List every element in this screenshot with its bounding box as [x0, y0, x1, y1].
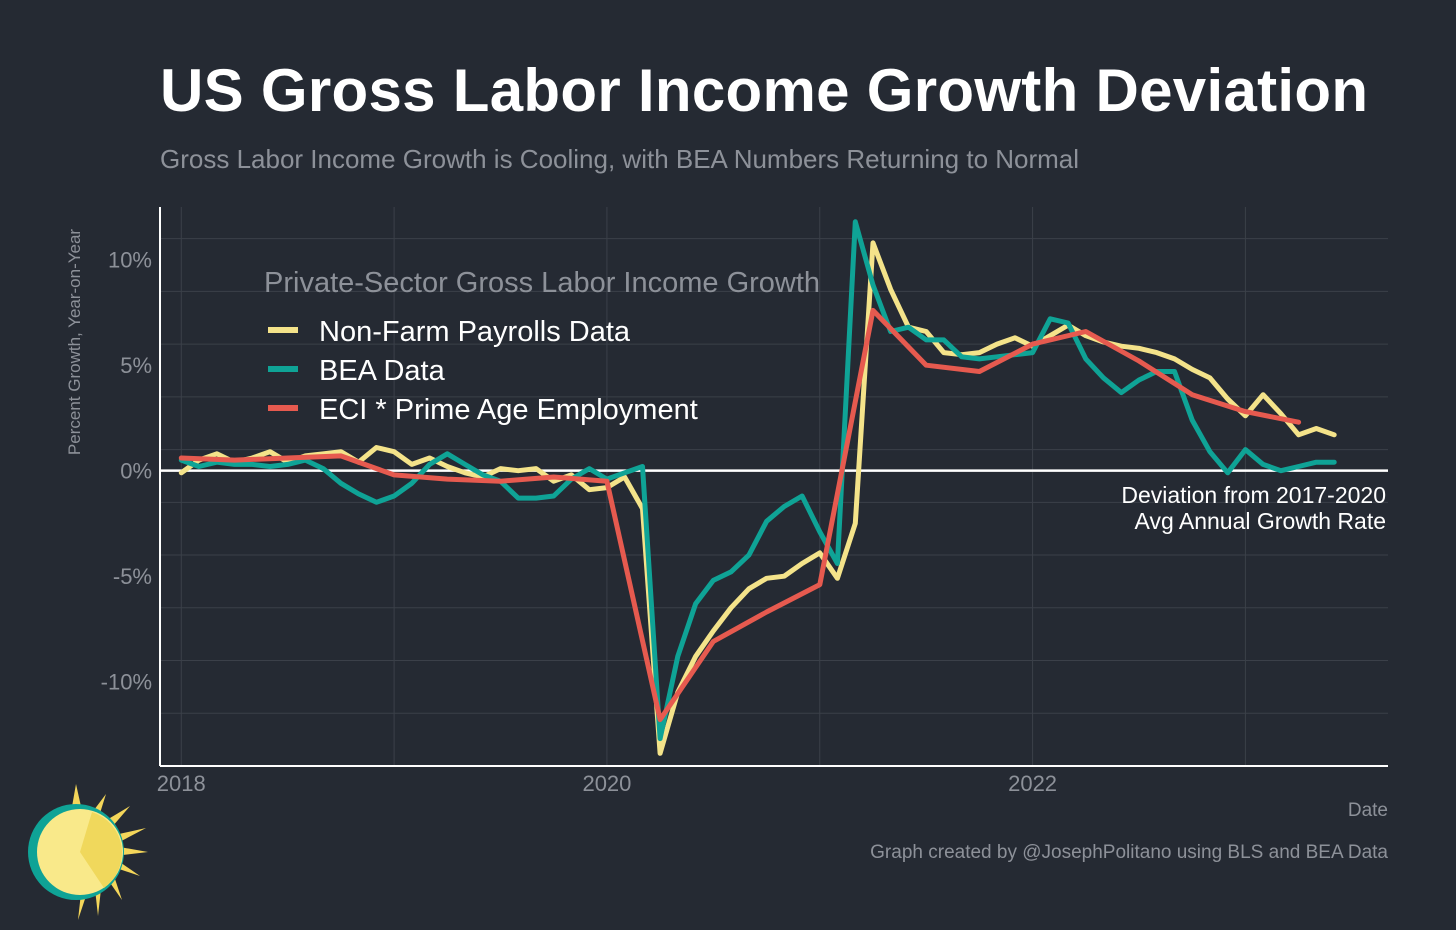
zero-line-annotation: Deviation from 2017-2020 — [1121, 482, 1386, 508]
y-tick-label: -5% — [113, 564, 152, 589]
series-line-1 — [178, 240, 1337, 756]
y-tick-label: 0% — [120, 459, 152, 484]
y-tick-label: 10% — [108, 248, 152, 273]
series-line-3 — [178, 307, 1302, 723]
legend-entry: ECI * Prime Age Employment — [319, 394, 698, 426]
chart-title: US Gross Labor Income Growth Deviation — [160, 57, 1369, 124]
legend-entry: BEA Data — [319, 355, 446, 387]
legend-entry: Non-Farm Payrolls Data — [319, 316, 631, 348]
series-line-2 — [178, 219, 1337, 742]
y-tick-label: -10% — [101, 670, 152, 695]
y-tick-label: 5% — [120, 353, 152, 378]
source-caption: Graph created by @JosephPolitano using B… — [870, 842, 1388, 863]
x-axis-label: Date — [1347, 800, 1388, 821]
legend-title: Private-Sector Gross Labor Income Growth — [264, 267, 820, 299]
chart-subtitle: Gross Labor Income Growth is Cooling, wi… — [160, 144, 1080, 174]
sun-logo-icon — [28, 784, 148, 920]
x-tick-label: 2020 — [582, 771, 631, 796]
y-axis-label: Percent Growth, Year-on-Year — [65, 229, 84, 456]
x-tick-label: 2022 — [1008, 771, 1057, 796]
zero-line-annotation: Avg Annual Growth Rate — [1135, 508, 1386, 534]
x-tick-label: 2018 — [157, 771, 206, 796]
